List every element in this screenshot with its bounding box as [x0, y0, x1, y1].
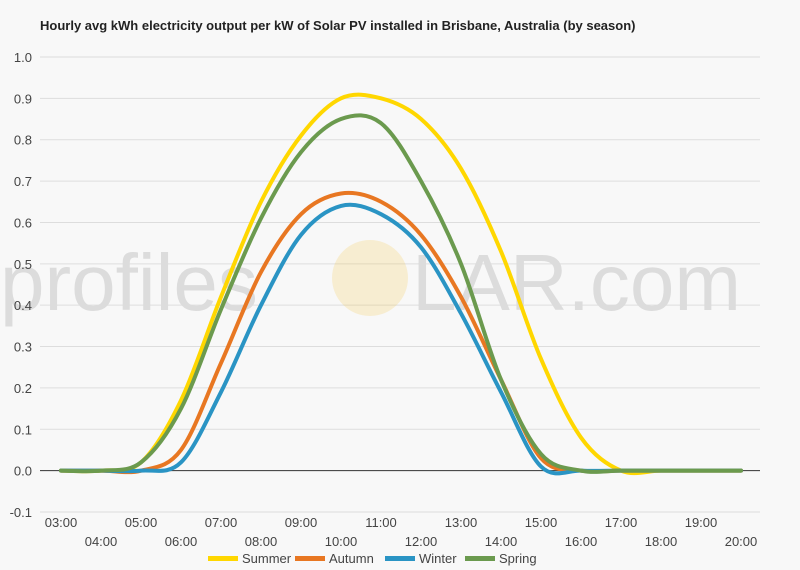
- y-tick-label: 0.9: [14, 91, 32, 106]
- legend-label-winter: Winter: [419, 551, 457, 566]
- y-tick-label: 0.3: [14, 340, 32, 355]
- y-tick-label: 0.2: [14, 381, 32, 396]
- x-tick-label: 04:00: [85, 534, 118, 549]
- legend-swatch-spring: [465, 556, 495, 561]
- y-tick-label: -0.1: [10, 505, 32, 520]
- x-tick-label: 17:00: [605, 515, 638, 530]
- legend-label-autumn: Autumn: [329, 551, 374, 566]
- chart-title: Hourly avg kWh electricity output per kW…: [40, 18, 636, 33]
- legend-swatch-winter: [385, 556, 415, 561]
- x-tick-label: 11:00: [365, 515, 397, 530]
- x-tick-label: 14:00: [485, 534, 518, 549]
- x-tick-label: 13:00: [445, 515, 478, 530]
- watermark-sun-icon: [332, 240, 408, 316]
- y-tick-label: 0.7: [14, 174, 32, 189]
- x-tick-label: 18:00: [645, 534, 678, 549]
- y-tick-label: 0.0: [14, 464, 32, 479]
- legend-label-summer: Summer: [242, 551, 292, 566]
- x-tick-label: 09:00: [285, 515, 318, 530]
- x-tick-label: 16:00: [565, 534, 598, 549]
- y-tick-label: 1.0: [14, 50, 32, 65]
- x-tick-label: 07:00: [205, 515, 238, 530]
- series-lines: [59, 92, 743, 476]
- x-tick-label: 20:00: [725, 534, 758, 549]
- x-axis-ticks: 03:00 04:00 05:00 06:00 07:00 08:00 09:00 10:00…: [45, 515, 758, 549]
- x-tick-label: 19:00: [685, 515, 718, 530]
- y-tick-label: 0.4: [14, 298, 32, 313]
- series-line-spring: [59, 113, 743, 474]
- x-tick-label: 03:00: [45, 515, 78, 530]
- legend-swatch-summer: [208, 556, 238, 561]
- legend-label-spring: Spring: [499, 551, 537, 566]
- y-tick-label: 0.1: [14, 422, 32, 437]
- x-tick-label: 05:00: [125, 515, 158, 530]
- x-tick-label: 12:00: [405, 534, 438, 549]
- y-tick-label: 0.8: [14, 133, 32, 148]
- y-tick-label: 0.5: [14, 257, 32, 272]
- x-tick-label: 06:00: [165, 534, 198, 549]
- y-axis-ticks: -0.1 0.0 0.1 0.2 0.3 0.4 0.5 0.6 0.7 0.8 0.9 1.0: [10, 50, 32, 520]
- x-tick-label: 10:00: [325, 534, 358, 549]
- legend-swatch-autumn: [295, 556, 325, 561]
- legend: Summer Autumn Winter Spring: [208, 551, 537, 566]
- x-tick-label: 08:00: [245, 534, 278, 549]
- watermark: profiles LAR.com: [0, 238, 741, 327]
- y-tick-label: 0.6: [14, 215, 32, 230]
- gridlines: [40, 56, 760, 513]
- x-tick-label: 15:00: [525, 515, 558, 530]
